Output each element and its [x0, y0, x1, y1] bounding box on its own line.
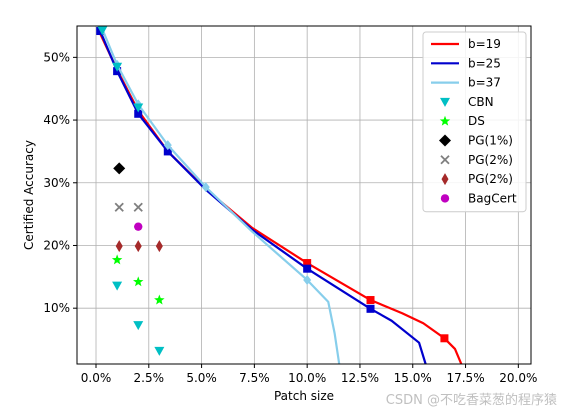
x-tick-label: 15.0%	[394, 371, 432, 385]
y-tick-label: 50%	[43, 50, 70, 64]
legend-marker-bagcert	[440, 194, 450, 203]
legend-marker-cbn	[440, 97, 450, 107]
y-axis: 10% 20% 30% 40% 50%	[43, 50, 77, 315]
x-marker-stroke	[133, 202, 143, 212]
plot-area	[96, 26, 463, 364]
x-axis-label: Patch size	[274, 389, 334, 403]
series-line-b-25	[99, 30, 427, 364]
scatter-point-ds	[154, 294, 165, 305]
x-marker-stroke	[114, 202, 124, 212]
legend-marker-ds	[439, 115, 451, 126]
watermark: CSDN @不吃香菜葱的程序猿	[386, 392, 557, 408]
x-tick-label: 10.0%	[288, 371, 326, 385]
scatter-point-pg-2	[114, 202, 124, 212]
legend: b=19 b=25 b=37 CBN DS PG(1%) PG(2%) PG(2%) BagCe…	[422, 31, 527, 213]
series-line-b-19	[97, 28, 463, 364]
scatter-point-cbn	[97, 26, 108, 36]
x-tick-label: 12.5%	[341, 371, 379, 385]
series-layer	[96, 26, 463, 364]
series-marker-b-25	[134, 109, 143, 118]
legend-marker-pg-1	[439, 134, 451, 147]
x-tick-label: 7.5%	[239, 371, 270, 385]
legend-label-cbn: CBN	[468, 95, 494, 109]
series-marker-b-25	[366, 304, 375, 313]
legend-label-b-25: b=25	[468, 56, 501, 70]
series-marker-b-19	[303, 259, 312, 268]
series-marker-b-19	[440, 334, 449, 343]
x-tick-label: 20.0%	[499, 371, 537, 385]
x-tick-label: 0.0%	[81, 371, 112, 385]
y-axis-label: Certified Accuracy	[22, 140, 36, 250]
scatter-point-cbn	[133, 321, 144, 331]
series-marker-b-37	[163, 140, 172, 151]
legend-label-b-19: b=19	[468, 37, 501, 51]
legend-label-ds: DS	[468, 114, 485, 128]
legend-label-pg-2: PG(2%)	[468, 153, 513, 167]
series-marker-b-19	[366, 296, 375, 305]
plot-frame	[76, 25, 532, 365]
y-tick-label: 10%	[43, 301, 70, 315]
scatter-point-bagcert	[134, 222, 143, 231]
legend-label-b-37: b=37	[468, 76, 501, 90]
scatter-point-pg-2	[134, 240, 142, 253]
scatter-point-ds	[111, 254, 123, 265]
y-tick-label: 40%	[43, 113, 70, 127]
x-axis: 0.0% 2.5% 5.0% 7.5% 10.0% 12.5% 15.0% 17.5% 20.0…	[81, 364, 537, 385]
scatter-point-pg-2	[133, 202, 143, 212]
scatter-point-pg-2	[115, 240, 123, 253]
legend-label-pg-2: PG(2%)	[468, 172, 513, 186]
legend-label-bagcert: BagCert	[468, 191, 517, 205]
scatter-point-ds	[133, 276, 144, 287]
legend-marker-pg-2	[440, 155, 450, 165]
scatter-point-cbn	[133, 103, 144, 113]
scatter-point-cbn	[154, 346, 165, 356]
x-tick-label: 2.5%	[134, 371, 165, 385]
series-marker-b-37	[303, 274, 312, 285]
series-marker-b-37	[201, 182, 210, 193]
scatter-point-pg-1	[113, 162, 126, 175]
scatter-point-cbn	[112, 281, 123, 291]
scatter-point-pg-2	[155, 240, 163, 253]
scatter-point-cbn	[112, 62, 123, 72]
x-marker-stroke	[440, 155, 450, 165]
legend-box	[422, 31, 527, 213]
y-tick-label: 30%	[43, 176, 70, 190]
series-marker-b-25	[163, 147, 172, 156]
series-line-b-37	[101, 28, 341, 364]
legend-label-pg-1: PG(1%)	[468, 134, 513, 148]
series-marker-b-25	[303, 264, 312, 273]
x-tick-label: 17.5%	[446, 371, 484, 385]
legend-marker-pg-2	[441, 173, 449, 186]
y-tick-label: 20%	[43, 238, 70, 252]
x-tick-label: 5.0%	[186, 371, 217, 385]
